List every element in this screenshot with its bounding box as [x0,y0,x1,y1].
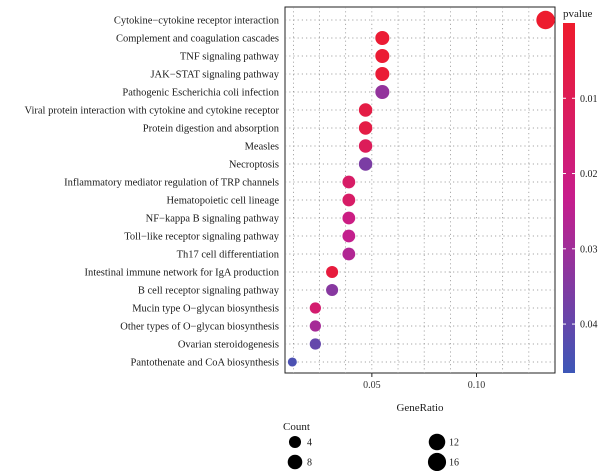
count-legend-label: 12 [449,438,459,449]
term-labels: Cytokine−cytokine receptor interaction Co… [25,16,280,369]
x-axis-title: GeneRatio [396,402,444,414]
count-legend-dot [287,454,303,470]
term-label: Protein digestion and absorption [143,124,280,135]
term-label: Inflammatory mediator regulation of TRP … [64,178,279,189]
data-point [309,320,321,332]
plot-panel [284,6,556,374]
term-label: Measles [245,142,279,153]
term-label: NF−kappa B signaling pathway [146,214,280,225]
data-point [375,66,390,82]
term-label: Viral protein interaction with cytokine … [25,106,280,117]
data-point [358,103,373,117]
data-point [375,30,390,46]
count-legend-dot [428,433,446,451]
grid-lines [285,7,555,373]
term-label: Pathogenic Escherichia coli infection [122,88,279,99]
data-point [287,357,297,367]
term-label: Pantothenate and CoA biosynthesis [131,358,279,369]
data-point [309,338,321,350]
data-point [375,84,390,100]
pvalue-legend-title: pvalue [563,8,592,20]
x-axis: 0.05 0.10 [363,373,485,391]
data-point [536,10,555,30]
data-point [326,265,339,279]
term-label: B cell receptor signaling pathway [138,286,280,297]
term-label: Toll−like receptor signaling pathway [124,232,280,243]
colorbar-tick-label: 0.01 [580,94,598,105]
term-label: Mucin type O−glycan biosynthesis [132,304,279,315]
count-legend-label: 16 [449,458,459,469]
colorbar-tick-label: 0.03 [580,244,598,255]
data-point [342,247,356,261]
count-legend-dot [427,452,447,471]
term-label: Cytokine−cytokine receptor interaction [114,16,280,27]
term-label: Complement and coagulation cascades [116,34,279,45]
colorbar-tick-label: 0.02 [580,169,598,180]
data-point [309,302,321,314]
data-point [342,175,356,189]
data-point [358,157,373,171]
term-label: TNF signaling pathway [180,52,280,63]
data-point [342,193,356,207]
term-label: Other types of O−glycan biosynthesis [120,322,279,333]
count-legend: Count 4 8 12 16 [283,421,459,471]
data-point [358,139,373,153]
x-tick-label: 0.10 [468,380,486,391]
data-point [358,121,373,135]
data-point [342,229,356,243]
count-legend-title: Count [283,421,310,433]
data-point [326,283,339,297]
pvalue-legend: pvalue 0.01 0.02 0.03 0.04 [563,8,598,373]
term-label: Necroptosis [229,160,279,171]
count-legend-label: 8 [307,458,312,469]
pvalue-colorbar [563,23,575,373]
count-legend-dot [288,435,302,449]
data-points [287,10,555,367]
data-point [375,48,390,64]
term-label: Ovarian steroidogenesis [178,340,279,351]
term-label: Hematopoietic cell lineage [166,196,279,207]
term-label: Th17 cell differentiation [177,250,280,261]
term-label: JAK−STAT signaling pathway [150,70,279,81]
data-point [342,211,356,225]
colorbar-tick-label: 0.04 [580,320,598,331]
count-legend-label: 4 [307,438,312,449]
term-label: Intestinal immune network for IgA produc… [84,268,279,279]
x-tick-label: 0.05 [363,380,381,391]
